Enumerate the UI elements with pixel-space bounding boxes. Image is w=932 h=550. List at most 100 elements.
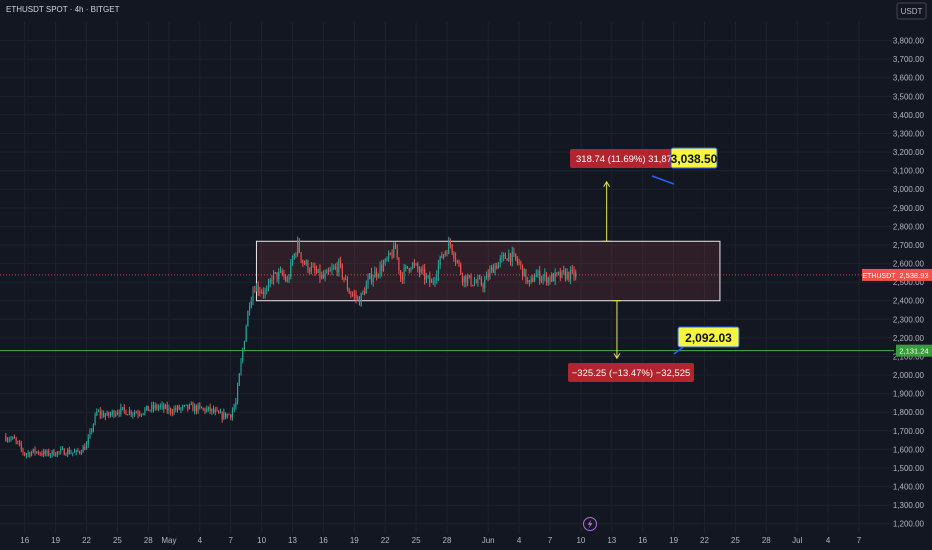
candle-body xyxy=(67,449,69,455)
x-tick-label: 25 xyxy=(731,536,740,545)
x-tick-label: 22 xyxy=(82,536,91,545)
candle-body xyxy=(571,269,573,271)
candle-body xyxy=(32,448,34,453)
y-tick-label: 2,100.00 xyxy=(893,352,925,361)
lower-info-box[interactable] xyxy=(568,363,694,382)
candle-body xyxy=(123,407,125,411)
candle-body xyxy=(144,409,146,414)
candle-body xyxy=(334,266,336,268)
candle-body xyxy=(513,251,515,254)
y-tick-label: 2,800.00 xyxy=(893,222,925,231)
lower-target-label-box[interactable] xyxy=(677,326,740,348)
currency-button[interactable]: USDT xyxy=(896,2,927,20)
candle-body xyxy=(523,269,525,277)
y-tick-label: 1,700.00 xyxy=(893,427,925,436)
candle-body xyxy=(549,277,551,282)
candle-body xyxy=(58,451,60,453)
last-price-symbol-text: ETHUSDT xyxy=(862,273,896,280)
candle-body xyxy=(53,450,55,456)
candle-body xyxy=(439,255,441,265)
candle-body xyxy=(350,293,352,295)
candle-body xyxy=(336,266,338,273)
candle-body xyxy=(558,272,560,274)
x-tick-label: 28 xyxy=(443,536,452,545)
candle-body xyxy=(202,408,204,410)
candle-body xyxy=(276,272,278,280)
y-tick-label: 3,400.00 xyxy=(893,111,925,120)
lightning-icon[interactable] xyxy=(583,517,597,531)
candle-body xyxy=(298,240,300,253)
candle-body xyxy=(286,279,288,281)
candle-body xyxy=(252,291,254,301)
candle-body xyxy=(135,412,137,414)
candle-body xyxy=(228,414,230,416)
candle-body xyxy=(322,274,324,279)
candle-body xyxy=(487,274,489,278)
candle-body xyxy=(291,258,294,263)
candle-body xyxy=(219,412,221,414)
candle-body xyxy=(6,439,9,441)
candle-body xyxy=(140,414,143,416)
candle-body xyxy=(118,412,120,414)
candle-body xyxy=(537,270,539,275)
x-tick-label: 7 xyxy=(857,536,862,545)
candle-body xyxy=(372,277,374,282)
candle-body xyxy=(406,266,409,269)
candle-body xyxy=(345,279,347,281)
candle-body xyxy=(391,254,393,258)
upper-target-label-box[interactable] xyxy=(670,147,718,169)
candle-body xyxy=(329,270,331,272)
candle-body xyxy=(521,264,524,277)
candle-body xyxy=(204,408,206,412)
upper-info-box[interactable] xyxy=(570,149,677,168)
candle-body xyxy=(527,280,529,282)
candle-body xyxy=(353,294,355,296)
price-axis[interactable]: 1,200.00 1,300.00 1,400.00 1,500.00 1,600.00… xyxy=(893,37,932,529)
candle-body xyxy=(178,406,180,410)
candle-body xyxy=(302,260,304,264)
candle-body xyxy=(24,452,26,456)
time-axis[interactable]: 16 19 22 25 28 May 4 7 10 13 16 19 22 25 28 Jun 4 7 10 13 16… xyxy=(20,536,861,545)
candle-body xyxy=(19,442,21,445)
upper-connector xyxy=(651,175,675,185)
candle-body xyxy=(566,271,568,280)
candle-body xyxy=(377,274,379,277)
candle-body xyxy=(315,270,318,273)
candle-body xyxy=(221,412,223,419)
candle-body xyxy=(295,254,297,256)
candle-body xyxy=(515,253,517,260)
x-tick-label: 22 xyxy=(700,536,709,545)
candle-body xyxy=(384,259,386,264)
candle-body xyxy=(137,412,139,415)
candle-body xyxy=(482,284,484,288)
candle-body xyxy=(77,450,79,452)
y-tick-label: 3,200.00 xyxy=(893,148,925,157)
candle-body xyxy=(525,269,527,282)
y-tick-label: 3,500.00 xyxy=(893,92,925,101)
candle-body xyxy=(333,267,335,269)
candle-body xyxy=(231,410,233,418)
candle-body xyxy=(127,414,129,416)
candle-body xyxy=(34,448,36,453)
candle-body xyxy=(434,279,436,282)
candle-body xyxy=(79,451,81,453)
candle-body xyxy=(376,271,378,277)
x-tick-label: 19 xyxy=(350,536,359,545)
candle-body xyxy=(542,276,544,280)
candle-body xyxy=(85,444,88,450)
candle-body xyxy=(394,245,397,249)
candle-body xyxy=(44,451,46,454)
candle-body xyxy=(297,240,299,255)
candle-body xyxy=(218,410,220,414)
candle-body xyxy=(225,412,227,418)
candle-body xyxy=(532,278,534,282)
candle-body xyxy=(200,406,203,409)
y-tick-label: 1,400.00 xyxy=(893,483,925,492)
candle-body xyxy=(242,349,244,362)
candle-body xyxy=(573,270,575,277)
candle-body xyxy=(352,294,354,296)
candle-body xyxy=(489,270,491,278)
candle-body xyxy=(362,291,364,294)
